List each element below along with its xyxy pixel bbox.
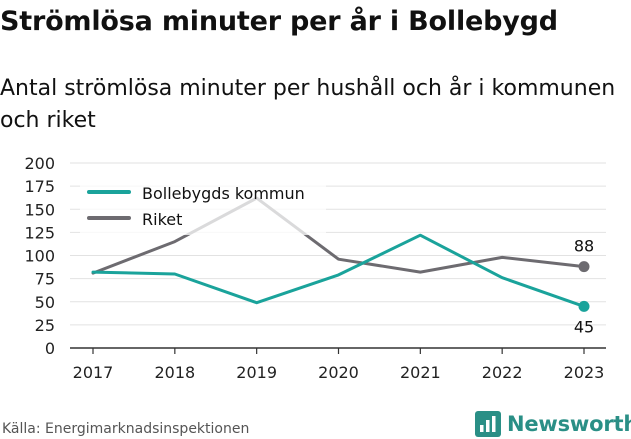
x-tick-label: 2020 xyxy=(318,363,359,382)
end-label-riket: 88 xyxy=(574,237,594,256)
grid-lines xyxy=(70,162,606,349)
legend-background xyxy=(80,177,326,235)
chart-subtitle: Antal strömlösa minuter per hushåll och … xyxy=(0,76,616,133)
y-tick-label: 200 xyxy=(24,154,55,173)
y-tick-label: 75 xyxy=(35,270,55,289)
series-lines xyxy=(91,196,586,308)
y-tick-label: 125 xyxy=(24,223,55,242)
y-tick-label: 100 xyxy=(24,247,55,266)
x-tick-label: 2018 xyxy=(154,363,195,382)
y-tick-label: 50 xyxy=(35,293,55,312)
newsworthy-logo: Newsworthy xyxy=(475,409,631,439)
chart-title: Strömlösa minuter per år i Bollebygd xyxy=(0,6,558,37)
x-tick-label: 2021 xyxy=(400,363,441,382)
legend-label-riket: Riket xyxy=(142,210,182,229)
series-line-bollebygd xyxy=(91,233,586,308)
end-marker-riket xyxy=(578,261,590,273)
series-line-riket xyxy=(91,196,586,275)
y-axis-ticks: 0 25 50 75 100 125 150 175 200 xyxy=(24,154,55,358)
x-tick-label: 2022 xyxy=(482,363,523,382)
end-marker-bollebygd xyxy=(578,300,590,312)
y-tick-label: 150 xyxy=(24,200,55,219)
x-axis-ticks: 2017 2018 2019 2020 2021 2022 2023 xyxy=(73,348,605,382)
end-markers: 45 88 xyxy=(574,237,594,337)
brand-name: Newsworthy xyxy=(507,412,631,436)
legend-label-bollebygd: Bollebygds kommun xyxy=(142,184,305,203)
x-tick-label: 2017 xyxy=(73,363,114,382)
y-tick-label: 25 xyxy=(35,316,55,335)
y-tick-label: 175 xyxy=(24,177,55,196)
y-tick-label: 0 xyxy=(45,339,55,358)
x-tick-label: 2023 xyxy=(564,363,605,382)
legend: Bollebygds kommun Riket xyxy=(80,177,326,235)
source-note: Källa: Energimarknadsinspektionen xyxy=(2,421,250,437)
bar-chart-logo-icon xyxy=(475,411,501,437)
end-label-bollebygd: 45 xyxy=(574,317,594,336)
x-tick-label: 2019 xyxy=(236,363,277,382)
